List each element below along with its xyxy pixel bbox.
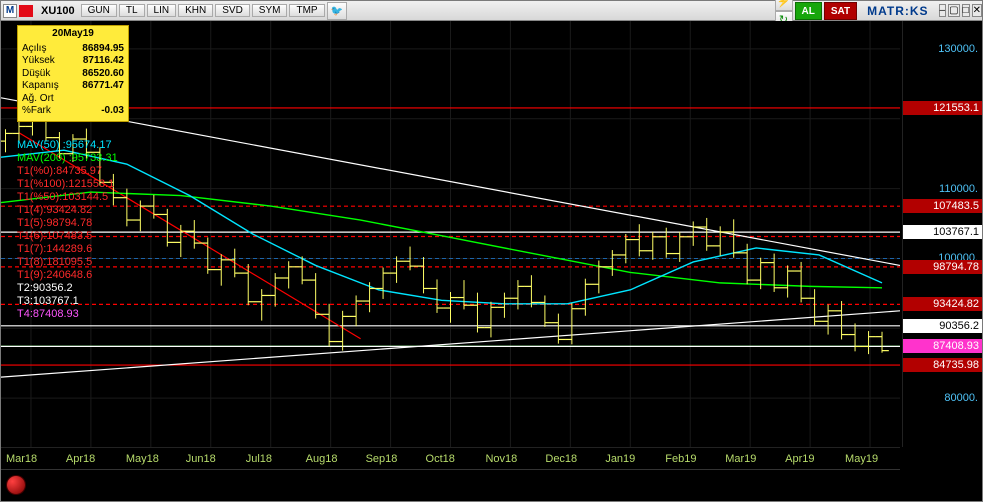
maximize-button[interactable]: □ (962, 4, 970, 17)
x-axis: Mar18 Apr18 May18 Jun18 Jul18 Aug18 Sep18 Oct18… (1, 447, 900, 465)
x-tick-label: Oct18 (426, 453, 455, 465)
indicator-label: T1(%0):84735.97 (17, 165, 102, 177)
restore-button[interactable]: ▢ (948, 4, 959, 17)
x-tick-label: Aug18 (306, 453, 338, 465)
y-tick-label: 130000. (936, 43, 980, 55)
indicator-label: T1(8):181095.5 (17, 256, 92, 268)
status-bar (1, 469, 900, 499)
lightning-icon[interactable]: ⚡ (775, 0, 793, 11)
x-tick-label: Jun18 (186, 453, 216, 465)
indicator-label: T1(%100):121553.1 (17, 178, 114, 190)
status-logo-icon (7, 476, 25, 494)
x-tick-label: Nov18 (485, 453, 517, 465)
symbol-name[interactable]: XU100 (35, 5, 81, 17)
indicator-label: T1(4):93424.82 (17, 204, 92, 216)
indicator-label: T1(6):107483.5 (17, 230, 92, 242)
indicator-label: MAV(50) :95674.17 (17, 139, 112, 151)
x-tick-label: May19 (845, 453, 878, 465)
ohlc-row: %Fark-0.03 (22, 105, 124, 118)
x-tick-label: Dec18 (545, 453, 577, 465)
y-axis: 130000.121553.1110000.107483.5103767.110… (902, 21, 982, 447)
brand-label: MATR:KS (859, 4, 936, 18)
x-tick-label: Apr19 (785, 453, 814, 465)
y-tick-label: 84735.98 (903, 358, 982, 372)
indicator-label: T1(7):144289.6 (17, 243, 92, 255)
ohlc-row: Açılış86894.95 (22, 43, 124, 56)
ohlc-box: 20May19 Açılış86894.95Yüksek87116.42Düşü… (17, 25, 129, 122)
chart-window: M XU100 GUNTLLINKHNSVDSYMTMP 🐦 ⚡↻ AL SAT… (0, 0, 983, 502)
y-tick-label: 121553.1 (903, 101, 982, 115)
y-tick-label: 87408.93 (903, 339, 982, 353)
x-tick-label: Feb19 (665, 453, 696, 465)
flag-icon (19, 5, 33, 17)
minimize-button[interactable]: – (939, 4, 947, 17)
x-tick-label: Jan19 (605, 453, 635, 465)
ohlc-row: Yüksek87116.42 (22, 55, 124, 68)
y-tick-label: 98794.78 (903, 260, 982, 274)
indicator-label: T1(%50):103144.5 (17, 191, 108, 203)
x-tick-label: Apr18 (66, 453, 95, 465)
x-tick-label: May18 (126, 453, 159, 465)
indicator-label: T4:87408.93 (17, 308, 79, 320)
ohlc-row: Kapanış86771.47 (22, 80, 124, 93)
indicator-label: T3:103767.1 (17, 295, 79, 307)
x-tick-label: Sep18 (366, 453, 398, 465)
indicator-label: T1(9):240648.6 (17, 269, 92, 281)
toolbar-btn-tmp[interactable]: TMP (289, 4, 324, 17)
buy-button[interactable]: AL (795, 2, 822, 20)
x-tick-label: Jul18 (246, 453, 272, 465)
y-tick-label: 107483.5 (903, 199, 982, 213)
toolbar-btn-tl[interactable]: TL (119, 4, 145, 17)
y-tick-label: 80000. (942, 392, 980, 404)
x-tick-label: Mar19 (725, 453, 756, 465)
y-tick-label: 110000. (937, 183, 980, 195)
ohlc-date: 20May19 (22, 28, 124, 41)
indicator-label: T1(5):98794.78 (17, 217, 92, 229)
sell-button[interactable]: SAT (824, 2, 857, 20)
y-tick-label: 90356.2 (903, 319, 982, 333)
toolbar: M XU100 GUNTLLINKHNSVDSYMTMP 🐦 ⚡↻ AL SAT… (1, 1, 982, 21)
toolbar-btn-sym[interactable]: SYM (252, 4, 288, 17)
x-tick-label: Mar18 (6, 453, 37, 465)
ohlc-row: Ağ. Ort (22, 93, 124, 106)
toolbar-btn-lin[interactable]: LIN (147, 4, 177, 17)
twitter-icon[interactable]: 🐦 (327, 2, 347, 20)
toolbar-btn-gun[interactable]: GUN (81, 4, 117, 17)
indicator-label: MAV(200) :95733.31 (17, 152, 118, 164)
toolbar-btn-khn[interactable]: KHN (178, 4, 213, 17)
indicator-label: T2:90356.2 (17, 282, 73, 294)
y-tick-label: 103767.1 (903, 225, 982, 239)
toolbar-btn-svd[interactable]: SVD (215, 4, 250, 17)
y-tick-label: 93424.82 (903, 297, 982, 311)
plot-region[interactable]: 20May19 Açılış86894.95Yüksek87116.42Düşü… (1, 21, 900, 447)
close-button[interactable]: ✕ (972, 4, 982, 17)
app-logo-icon: M (3, 4, 17, 18)
ohlc-row: Düşük86520.60 (22, 68, 124, 81)
chart-area[interactable]: 20May19 Açılış86894.95Yüksek87116.42Düşü… (1, 21, 982, 501)
